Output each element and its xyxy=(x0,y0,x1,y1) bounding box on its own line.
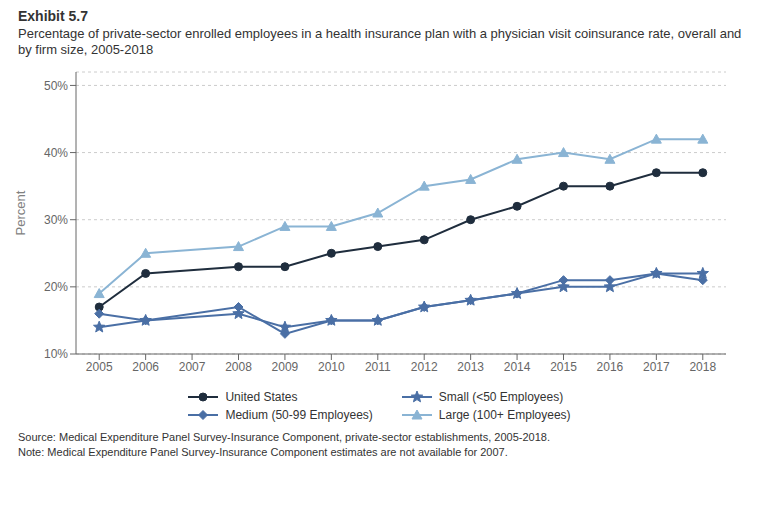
svg-text:2005: 2005 xyxy=(86,360,113,374)
svg-text:2015: 2015 xyxy=(550,360,577,374)
svg-text:Percent: Percent xyxy=(13,190,28,235)
html-text:Medium (50-99 Employees): Medium (50-99 Employees) xyxy=(225,408,373,422)
svg-text:10%: 10% xyxy=(44,347,68,361)
svg-text:40%: 40% xyxy=(44,146,68,160)
svg-text:2014: 2014 xyxy=(504,360,531,374)
svg-text:2009: 2009 xyxy=(272,360,299,374)
html-text:Note: Medical Expenditure Pane: Note: Medical Expenditure Panel Survey-I… xyxy=(18,446,508,458)
html-text:Exhibit 5.7: Exhibit 5.7 xyxy=(18,8,88,24)
svg-text:50%: 50% xyxy=(44,79,68,93)
html-text:United States: United States xyxy=(225,390,298,404)
svg-text:30%: 30% xyxy=(44,213,68,227)
svg-text:2013: 2013 xyxy=(457,360,484,374)
svg-text:2011: 2011 xyxy=(365,360,391,374)
svg-text:2010: 2010 xyxy=(318,360,345,374)
svg-text:2007: 2007 xyxy=(179,360,206,374)
svg-text:2016: 2016 xyxy=(597,360,624,374)
svg-text:2017: 2017 xyxy=(643,360,670,374)
svg-text:2018: 2018 xyxy=(689,360,716,374)
svg-text:2012: 2012 xyxy=(411,360,438,374)
html-text:Source: Medical Expenditure Pa: Source: Medical Expenditure Panel Survey… xyxy=(18,431,550,443)
svg-text:2006: 2006 xyxy=(132,360,159,374)
svg-text:20%: 20% xyxy=(44,280,68,294)
html-text:Small (<50 Employees): Small (<50 Employees) xyxy=(438,390,564,404)
svg-text:2008: 2008 xyxy=(225,360,252,374)
html-text:Percentage of private-sector e: Percentage of private-sector enrolled em… xyxy=(18,26,742,57)
html-text:Large (100+ Employees): Large (100+ Employees) xyxy=(438,408,571,422)
